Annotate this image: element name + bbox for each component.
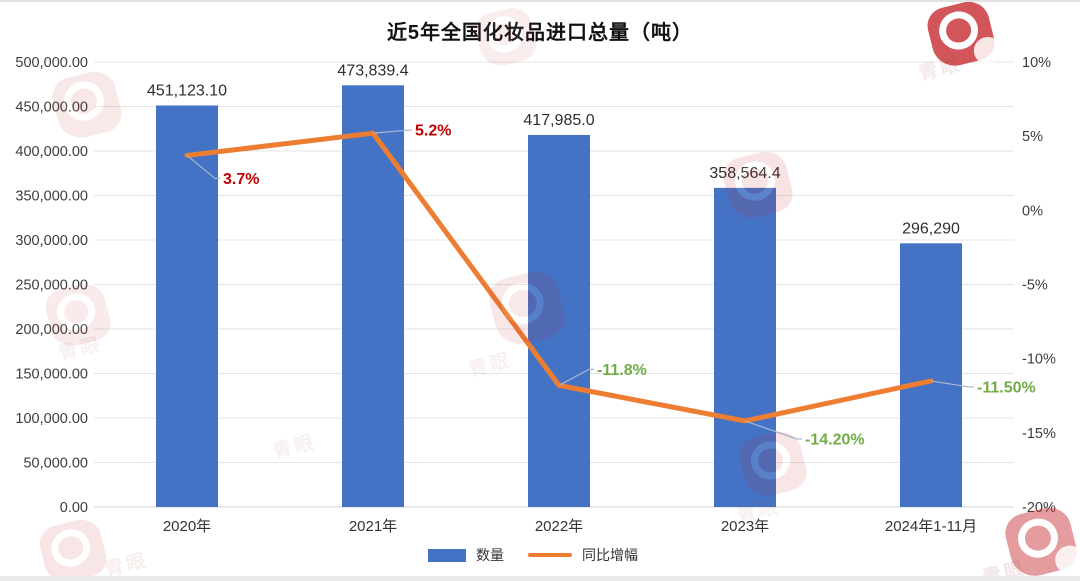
bar-value-label: 473,839.4 [337, 62, 408, 79]
bar-2020年[interactable] [156, 105, 218, 508]
left-axis-tick-label: 500,000.00 [15, 55, 88, 71]
left-axis-tick-label: 200,000.00 [15, 322, 88, 338]
left-axis-tick-label: 250,000.00 [15, 278, 88, 294]
x-axis-label: 2022年 [535, 518, 583, 535]
bar-value-label: 451,123.10 [147, 83, 227, 100]
bar-2022年[interactable] [528, 134, 590, 507]
left-axis-tick-label: 300,000.00 [15, 233, 88, 249]
legend-bar-swatch-icon [428, 548, 466, 562]
bar-2023年[interactable] [714, 187, 776, 507]
point-label-leader [930, 380, 974, 388]
right-axis-tick-label: -15% [1022, 426, 1056, 442]
point-label-leader [558, 368, 594, 386]
right-axis-tick-label: -20% [1022, 500, 1056, 516]
bar-value-label: 417,985.0 [523, 112, 594, 129]
left-axis-tick-label: 100,000.00 [15, 411, 88, 427]
chart-title: 近5年全国化妆品进口总量（吨） [386, 22, 694, 44]
x-axis-label: 2024年1-11月 [885, 518, 977, 535]
right-axis-tick-label: -10% [1022, 352, 1056, 368]
left-axis-tick-label: 50,000.00 [23, 456, 88, 472]
point-value-label: -11.50% [977, 379, 1036, 396]
bar-value-label: 358,564.4 [709, 165, 780, 182]
legend-bar-label: 数量 [476, 547, 504, 563]
left-axis-tick-label: 400,000.00 [15, 144, 88, 160]
x-axis-label: 2020年 [163, 518, 211, 535]
bar-2024年1-11月[interactable] [900, 243, 962, 508]
legend-line-swatch-icon [528, 553, 572, 557]
left-axis-tick-label: 450,000.00 [15, 100, 88, 116]
right-axis-tick-label: 0% [1022, 203, 1043, 219]
right-axis-tick-label: -5% [1022, 278, 1048, 294]
point-value-label: -14.20% [805, 431, 865, 448]
left-axis-tick-label: 0.00 [60, 500, 88, 516]
x-axis-label: 2023年 [721, 518, 769, 535]
x-axis-label: 2021年 [349, 518, 397, 535]
bar-2021年[interactable] [342, 85, 404, 508]
legend-line-label: 同比增幅 [582, 547, 638, 563]
point-value-label: 5.2% [415, 123, 451, 140]
point-label-leader [744, 420, 802, 440]
point-label-leader [372, 129, 412, 134]
left-axis-tick-label: 350,000.00 [15, 189, 88, 205]
point-value-label: -11.8% [597, 362, 647, 379]
bar-value-label: 296,290 [902, 220, 960, 237]
point-value-label: 3.7% [223, 171, 259, 188]
right-axis-tick-label: 5% [1022, 129, 1043, 145]
left-axis-tick-label: 150,000.00 [15, 367, 88, 383]
legend: 数量 同比增幅 [0, 545, 1080, 565]
point-label-leader [186, 154, 220, 180]
right-axis-tick-label: 10% [1022, 55, 1051, 71]
